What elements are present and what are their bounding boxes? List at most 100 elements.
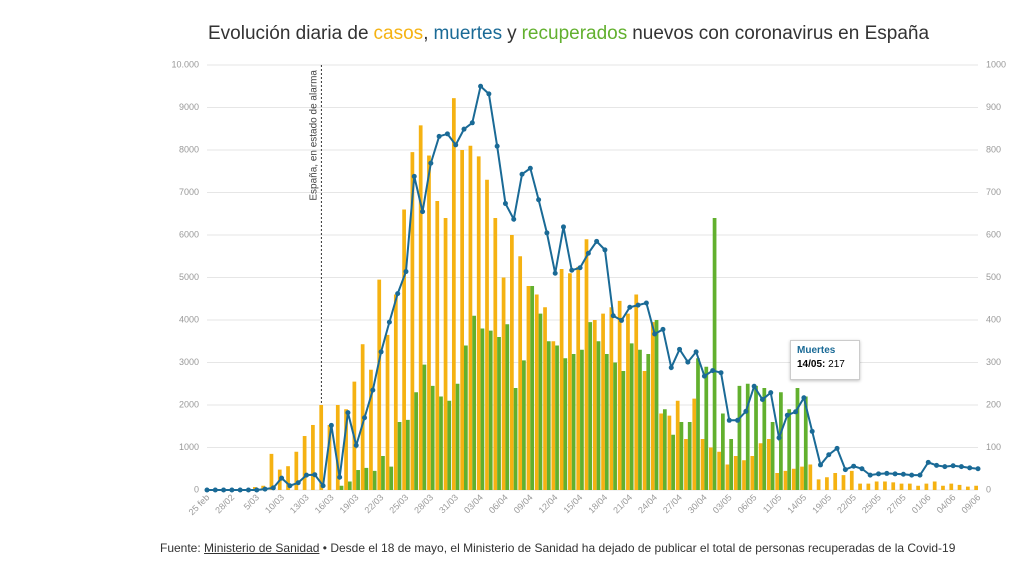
point [693,349,699,355]
bar [302,436,307,490]
x-tick-label: 19/05 [810,492,833,515]
bar [344,409,348,490]
bar [601,313,605,490]
bar [646,354,651,490]
x-tick-label: 22/05 [835,492,858,515]
bar [841,475,846,490]
point [867,472,873,478]
bar [783,470,788,490]
bar [414,392,418,490]
point [934,462,940,468]
title-series: recuperados [522,23,628,44]
point [793,409,799,415]
bar [422,364,427,490]
x-tick-label: 06/04 [487,492,510,515]
bar [767,439,771,490]
tooltip-label: 14/05: [797,359,826,370]
bar [679,422,684,490]
bar [311,424,315,490]
bar [385,334,390,490]
y-tick-label: 1000 [179,442,199,452]
point [643,300,649,306]
x-tick-label: 13/03 [288,492,311,515]
point [411,173,417,179]
bar [513,388,518,490]
bar [538,313,543,490]
note: • Desde el 18 de mayo, el Ministerio de … [322,541,956,555]
point [610,313,616,319]
bar [742,460,746,490]
point [917,472,923,478]
point [834,445,840,451]
title-text: nuevos con coronavirus en España [632,23,929,44]
point [212,487,218,493]
bar [725,464,730,490]
point [536,197,542,203]
bar [965,486,970,490]
bar [803,396,808,490]
bar [775,473,780,490]
point [635,302,641,308]
point [461,126,467,132]
point [279,475,285,481]
point [801,395,807,401]
y2-tick-label: 400 [986,314,1001,324]
point [809,428,815,434]
point [560,224,566,230]
y2-tick-label: 300 [986,357,1001,367]
bar [476,156,481,490]
point [759,396,765,402]
title-text: , [423,23,428,44]
bar [505,324,510,490]
bar [460,150,464,490]
y2-tick-label: 700 [986,187,1001,197]
bar [613,362,617,490]
bar [592,320,597,490]
point [403,269,409,275]
x-tick-label: 09/06 [959,492,982,515]
bar [286,466,290,490]
bar [825,477,829,490]
bar [779,392,783,490]
bar [907,483,912,490]
bar [571,354,576,490]
point [353,442,359,448]
y-tick-label: 9000 [179,102,199,112]
bar [721,413,725,490]
bar [708,447,713,490]
x-tick-label: 25/05 [860,492,883,515]
bar [402,209,406,490]
bar [949,483,954,490]
y2-tick-label: 200 [986,399,1001,409]
bar [932,481,937,490]
bar [795,388,800,490]
bar [596,341,601,490]
point [502,201,508,207]
bar [745,383,750,490]
point [337,474,343,480]
bar [762,388,767,490]
bar [455,383,460,490]
point [469,120,475,126]
point [710,368,716,374]
bar [712,218,717,490]
y2-tick-label: 900 [986,102,1001,112]
point [320,483,326,489]
point [975,466,981,472]
point [420,209,426,215]
point [892,471,898,477]
chart-title: Evolución diaria de casos, muertes y recuper… [208,23,929,44]
bar [833,473,838,490]
bar [443,218,448,490]
x-tick-label: 12/04 [537,492,560,515]
bar [472,315,477,490]
point [735,417,741,423]
bar [543,307,547,490]
point [453,142,459,148]
bar [559,269,564,490]
point [552,270,558,276]
x-tick-label: 5/03 [242,492,261,511]
bar [692,398,697,490]
